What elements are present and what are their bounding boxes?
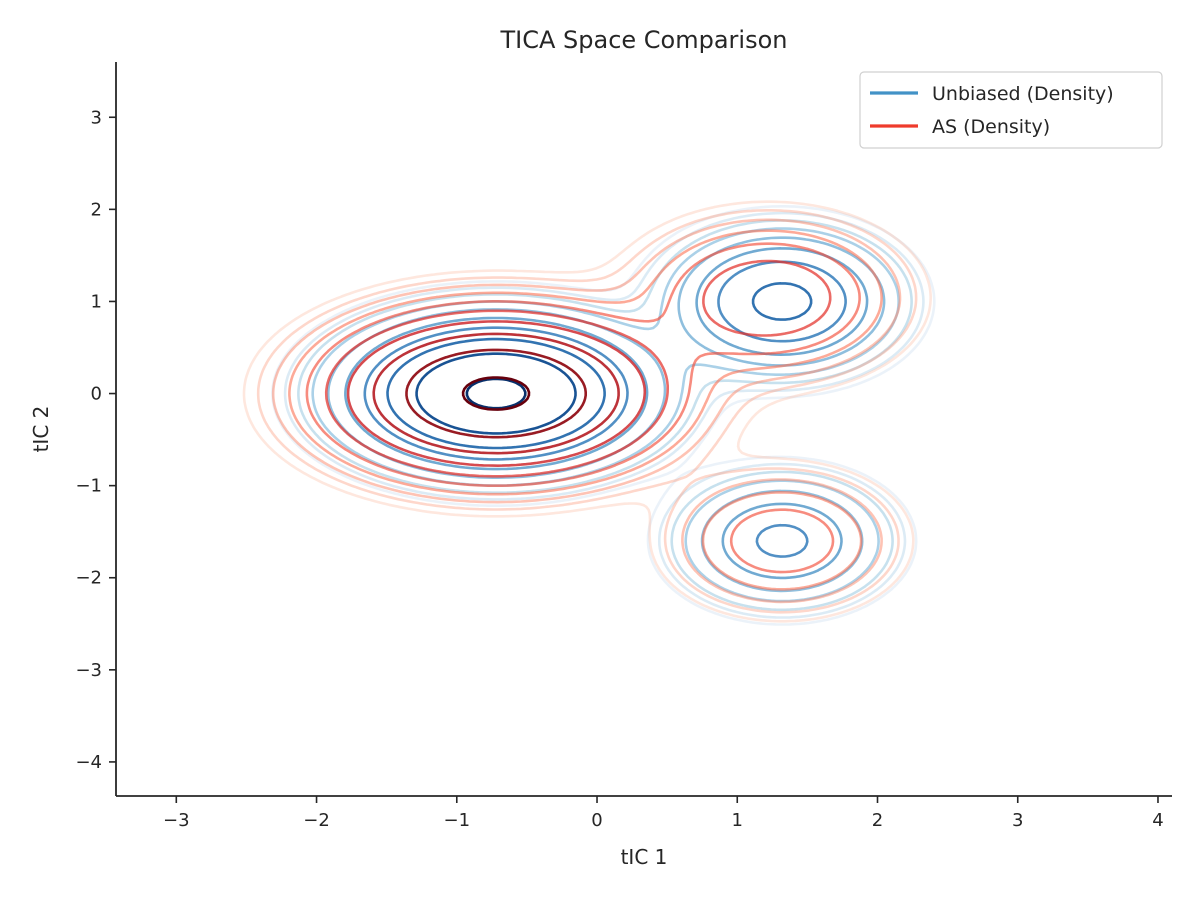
contour-level-3 [271, 218, 902, 604]
contour-level-7 [346, 320, 647, 467]
x-tick-label: 2 [872, 810, 883, 831]
legend: Unbiased (Density) AS (Density) [859, 71, 1163, 149]
legend-label-1: Unbiased (Density) [932, 83, 1114, 105]
contour-level-2 [283, 211, 925, 619]
x-tick-label: −3 [163, 810, 190, 831]
contour-level-1 [271, 205, 936, 626]
x-tick-label: −2 [303, 810, 330, 831]
contour-level-5 [305, 242, 861, 574]
contour-level-8 [372, 332, 620, 455]
contour-layer [242, 200, 936, 626]
contour-level-8 [386, 282, 813, 450]
y-tick-label: −1 [75, 476, 102, 497]
legend-box [859, 71, 1163, 149]
axes: −3 −2 −1 0 1 2 3 4 −4 −3 −2 −1 0 1 2 3 [75, 62, 1172, 831]
y-tick-label: −2 [75, 568, 102, 589]
y-axis-label: tIC 2 [29, 406, 53, 453]
contour-level-3 [297, 219, 913, 612]
contour-level-6 [324, 259, 832, 478]
contour-level-9 [405, 348, 587, 439]
y-tick-label: 3 [91, 107, 102, 128]
y-tick-label: 2 [91, 199, 102, 220]
y-tick-label: 1 [91, 291, 102, 312]
chart-title: TICA Space Comparison [499, 26, 787, 54]
x-tick-label: 1 [732, 810, 743, 831]
contour-level-1 [242, 200, 932, 623]
contour-level-10 [461, 376, 531, 411]
y-tick-label: 0 [91, 384, 102, 405]
contour-level-4 [288, 229, 883, 591]
contour-level-7 [363, 260, 847, 558]
contour-level-10 [465, 377, 527, 410]
y-tick-label: −4 [75, 752, 102, 773]
y-tick-label: −3 [75, 660, 102, 681]
x-tick-label: 0 [591, 810, 602, 831]
contour-level-9 [415, 352, 577, 435]
legend-label-2: AS (Density) [932, 116, 1050, 138]
contour-level-2 [256, 209, 918, 614]
x-tick-label: −1 [444, 810, 471, 831]
x-tick-label: 3 [1012, 810, 1023, 831]
contour-series-2 [242, 200, 932, 623]
x-tick-label: 4 [1152, 810, 1163, 831]
x-axis-label: tIC 1 [621, 845, 668, 869]
